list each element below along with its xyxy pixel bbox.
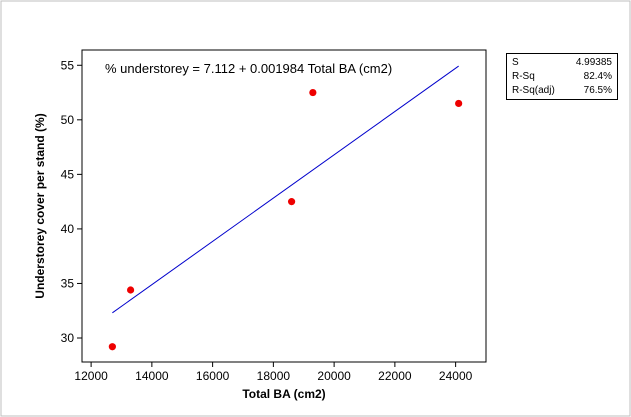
data-point bbox=[108, 343, 116, 351]
x-tick-label: 16000 bbox=[196, 369, 230, 383]
x-tick-label: 20000 bbox=[317, 369, 351, 383]
y-tick-label: 30 bbox=[61, 331, 75, 345]
stats-value: 4.99385 bbox=[575, 57, 612, 68]
y-tick-label: 35 bbox=[61, 276, 75, 290]
x-tick-label: 24000 bbox=[439, 369, 473, 383]
data-point bbox=[309, 88, 317, 97]
data-points bbox=[108, 88, 463, 351]
stats-label: R-Sq(adj) bbox=[512, 85, 555, 96]
stats-row-r-sq-adj: R-Sq(adj) 76.5% bbox=[512, 84, 612, 98]
regression-equation: % understorey = 7.112 + 0.001984 Total B… bbox=[105, 61, 392, 76]
x-tick-label: 14000 bbox=[135, 369, 169, 383]
y-tick-label: 45 bbox=[61, 167, 75, 181]
regression-stats-box: S 4.99385 R-Sq 82.4% R-Sq(adj) 76.5% bbox=[506, 53, 618, 100]
data-point bbox=[287, 198, 296, 206]
x-axis: 12000 14000 16000 18000 20000 22000 24000 bbox=[74, 362, 473, 383]
x-axis-label: Total BA (cm2) bbox=[242, 387, 325, 401]
stats-label: R-Sq bbox=[512, 71, 535, 82]
regression-line-group bbox=[112, 65, 459, 314]
stats-value: 82.4% bbox=[583, 71, 612, 82]
regression-line bbox=[112, 65, 459, 314]
x-tick-label: 18000 bbox=[257, 369, 291, 383]
x-tick-label: 12000 bbox=[74, 369, 108, 383]
y-axis: 30 35 40 45 50 55 bbox=[61, 58, 82, 345]
y-tick-label: 50 bbox=[61, 113, 75, 127]
stats-label: S bbox=[512, 57, 519, 68]
y-tick-label: 55 bbox=[61, 58, 75, 72]
stats-value: 76.5% bbox=[583, 85, 612, 96]
y-axis-label: Understorey cover per stand (%) bbox=[33, 113, 47, 298]
y-tick-label: 40 bbox=[61, 222, 75, 236]
data-point bbox=[127, 286, 135, 294]
stats-row-s: S 4.99385 bbox=[512, 56, 612, 70]
plot-area bbox=[81, 49, 487, 363]
x-tick-label: 22000 bbox=[378, 369, 412, 383]
data-point bbox=[455, 99, 463, 108]
stats-row-r-sq: R-Sq 82.4% bbox=[512, 70, 612, 84]
